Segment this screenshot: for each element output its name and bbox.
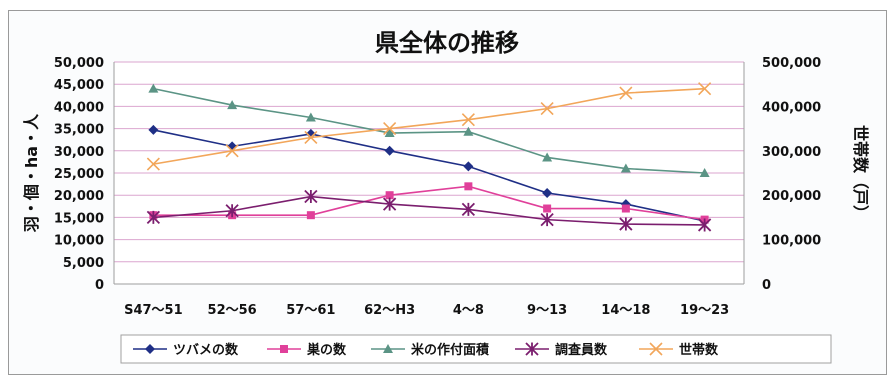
series-5 [146,82,712,171]
series-line [153,185,705,221]
data-point [304,189,318,204]
x-tick-label: 14〜18 [601,303,650,318]
left-tick-label: 20,000 [54,189,104,204]
data-point [619,86,633,100]
data-point [227,100,238,110]
x-tick-label: 19〜23 [680,303,729,318]
left-tick-label: 30,000 [54,145,104,160]
series-line [153,87,705,165]
data-point [461,202,476,217]
data-point [697,218,712,232]
data-point [463,161,474,172]
left-tick-label: 35,000 [54,123,104,138]
left-tick-label: 15,000 [54,211,104,226]
data-point [463,126,474,136]
data-point [305,128,316,139]
legend-label: ツバメの数 [173,342,239,358]
data-point [304,130,318,145]
right-axis-label: 世帯数（戸） [851,125,870,221]
x-tick-label: 52〜56 [208,303,257,318]
right-tick-label: 100,000 [762,234,821,249]
right-tick-label: 400,000 [762,100,821,115]
legend-marker [649,342,663,356]
right-tick-label: 300,000 [762,145,821,160]
series-line [153,195,705,226]
data-point [382,197,397,211]
left-tick-label: 40,000 [54,100,104,115]
left-tick-label: 25,000 [54,167,104,182]
data-point [305,112,316,122]
series-group [146,82,712,232]
data-point [146,157,160,171]
data-point [699,168,710,177]
data-point [698,82,712,96]
data-point [540,212,554,227]
right-axis-ticks: 0 100,000 200,000 300,000 400,000 500,000 [762,56,821,293]
legend-marker [383,344,393,353]
chart-frame: 0 5,000 10,000 15,000 20,000 25,000 30,000 35,0… [8,10,887,375]
data-point [306,211,315,220]
right-tick-label: 200,000 [762,189,821,204]
gridlines [113,61,745,285]
data-point [543,204,552,213]
data-point [542,152,553,162]
series-3 [148,83,710,177]
x-tick-label: S47〜51 [124,303,183,318]
legend-label: 世帯数 [679,342,719,358]
left-tick-label: 45,000 [54,78,104,93]
legend: ツバメの数 巣の数 米の作付面積 調査員数 世帯数 [120,334,832,364]
legend-marker [280,345,288,353]
x-tick-label: 4〜8 [453,303,484,318]
data-point [384,145,395,156]
series-4 [146,189,712,232]
data-point [619,217,633,231]
left-axis-label: 羽・個・ha・人 [22,113,41,232]
data-point [383,122,397,136]
left-tick-label: 0 [95,278,104,293]
data-point [384,128,395,138]
legend-label: 米の作付面積 [411,342,490,358]
data-point [148,83,159,93]
legend-item: 世帯数 [639,342,719,358]
line-chart: 0 5,000 10,000 15,000 20,000 25,000 30,000 35,0… [22,29,870,364]
data-point [225,204,239,218]
legend-item: 巣の数 [267,342,347,358]
legend-label: 調査員数 [555,342,608,358]
data-point [542,187,553,198]
right-tick-label: 500,000 [762,56,821,71]
series-line [153,129,705,222]
x-tick-label: 9〜13 [527,303,567,318]
legend-marker [145,344,155,354]
data-point [461,113,475,127]
left-tick-label: 50,000 [54,56,104,71]
legend-marker [525,342,539,356]
data-point [148,124,159,135]
legend-item: 米の作付面積 [371,342,490,358]
series-line [153,87,705,174]
data-point [621,204,630,213]
legend-box [120,334,832,364]
data-point [146,210,161,225]
legend-item: 調査員数 [515,342,608,358]
legend-item: ツバメの数 [133,342,239,358]
legend-label: 巣の数 [306,342,347,358]
chart-title: 県全体の推移 [375,29,519,57]
data-point [464,182,473,191]
left-axis-ticks: 0 5,000 10,000 15,000 20,000 25,000 30,000 35,0… [54,56,104,293]
data-point [385,191,394,200]
data-point [620,163,631,173]
x-tick-label: 57〜61 [286,303,335,318]
right-tick-label: 0 [762,278,771,293]
left-tick-label: 10,000 [54,234,104,249]
data-point [540,102,554,116]
x-tick-label: 62〜H3 [364,303,415,318]
x-axis-ticks: S47〜51 52〜56 57〜61 62〜H3 4〜8 9〜13 14〜18 19〜23 [124,303,729,318]
left-tick-label: 5,000 [63,256,104,271]
data-point [225,144,239,158]
